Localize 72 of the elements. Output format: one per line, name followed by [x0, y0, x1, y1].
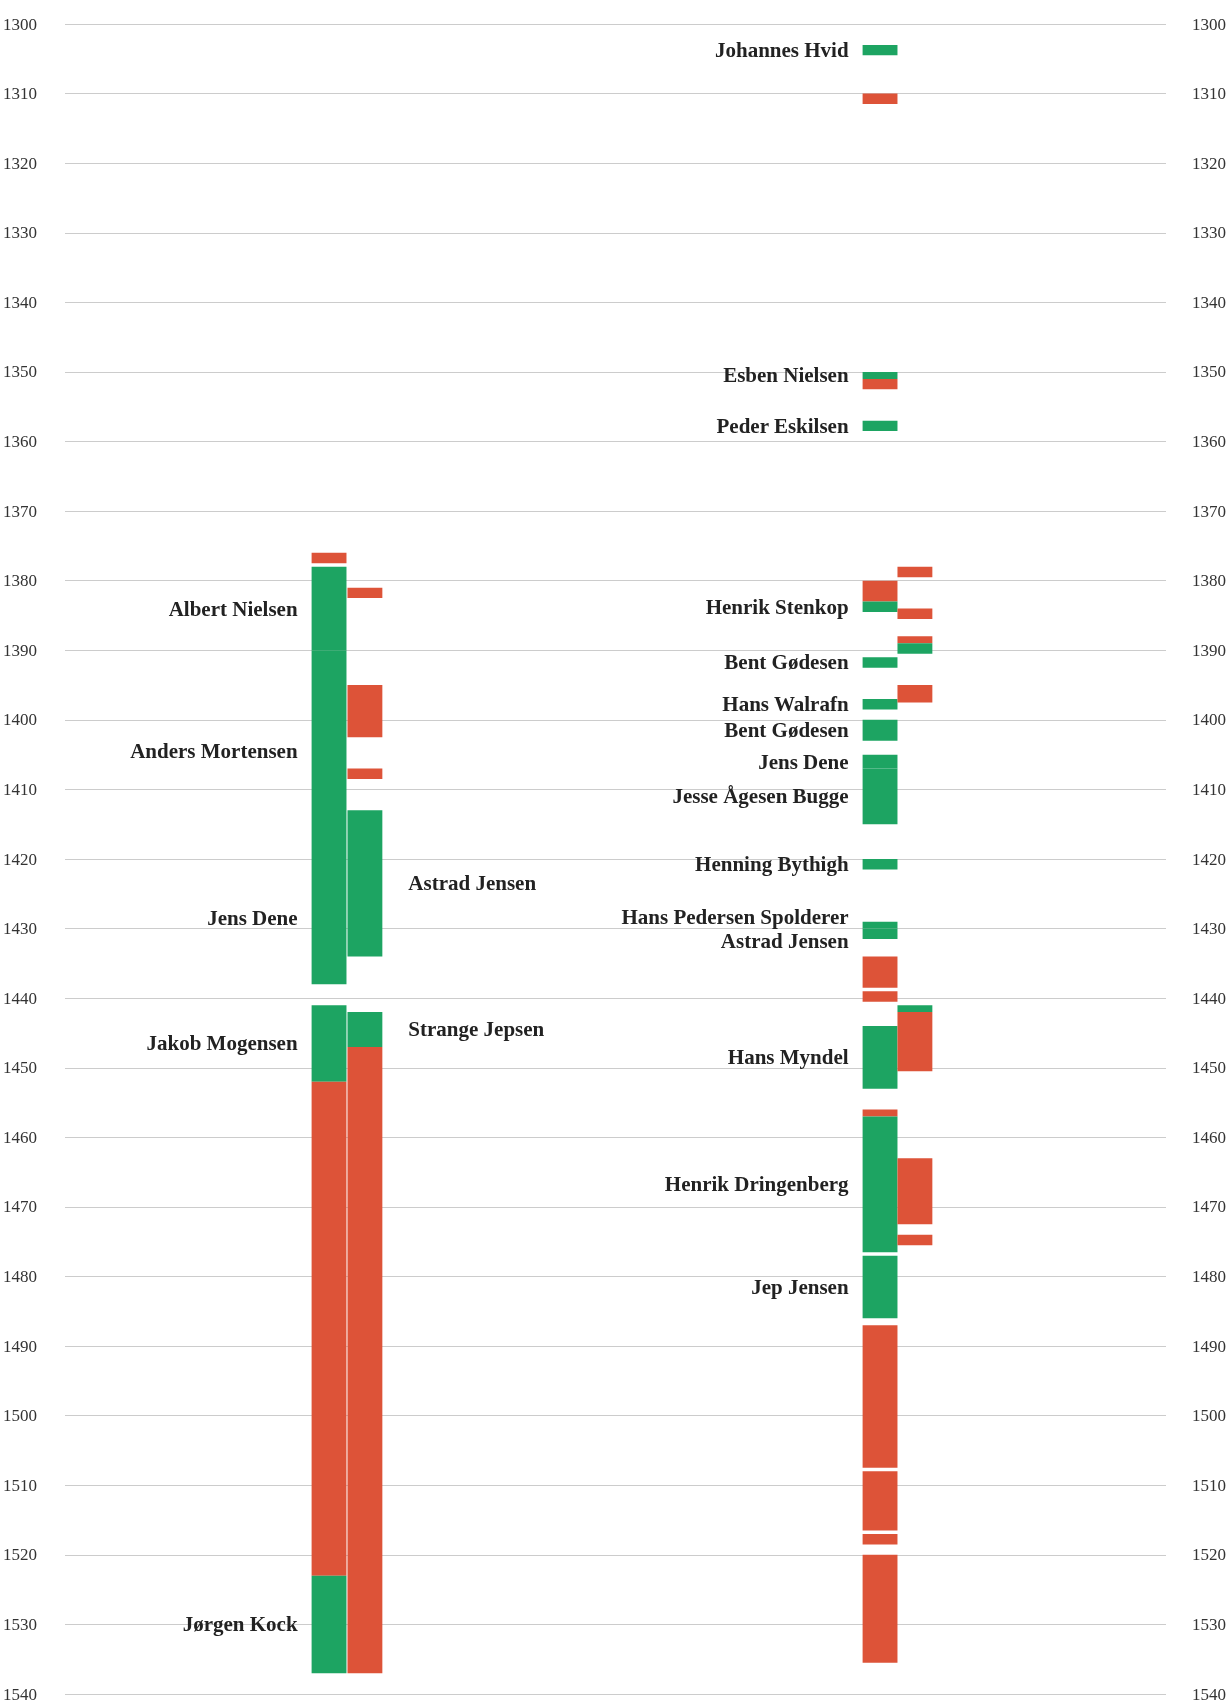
series-label: Albert Nielsen	[168, 596, 298, 621]
y2-tick-label: 1330	[1192, 223, 1226, 243]
y-tick-label: 1520	[3, 1545, 37, 1565]
y2-tick-label: 1490	[1192, 1336, 1226, 1356]
series-label: Hans Pedersen Spolderer	[621, 905, 849, 930]
y2-tick-label: 1310	[1192, 84, 1226, 104]
y-tick-label: 1480	[3, 1267, 37, 1286]
y-tick-label: 1450	[3, 1058, 37, 1078]
y-tick-label: 1540	[3, 1684, 37, 1704]
y2-tick-label: 1530	[1192, 1614, 1226, 1634]
series-label: Anders Mortensen	[130, 739, 298, 764]
y-tick-label: 1320	[3, 153, 37, 173]
y2-tick-label: 1470	[1192, 1197, 1226, 1217]
series-label: Strange Jepsen	[408, 1017, 545, 1042]
y-tick-label: 1400	[3, 710, 37, 730]
series-label: Jesse Ågesen Bugge	[672, 784, 849, 809]
y-tick-label: 1490	[3, 1336, 37, 1356]
y2-tick-label: 1340	[1192, 292, 1226, 312]
y2-tick-label: 1450	[1192, 1058, 1226, 1078]
y-tick-label: 1410	[3, 779, 37, 799]
y-tick-label: 1370	[3, 501, 37, 521]
series-label: Jens Dene	[207, 906, 298, 931]
y2-tick-label: 1510	[1192, 1475, 1226, 1495]
series-label: Johannes Hvid	[714, 38, 849, 63]
y2-tick-label: 1540	[1192, 1684, 1226, 1704]
series-label: Jep Jensen	[751, 1274, 849, 1299]
y2-tick-label: 1320	[1192, 153, 1226, 173]
series-label: Bent Gødesen	[724, 718, 849, 743]
series-label: Henning Bythigh	[695, 852, 849, 877]
y-tick-label: 1340	[3, 292, 37, 312]
series-label: Esben Nielsen	[723, 363, 849, 388]
series-label: Astrad Jensen	[720, 929, 849, 954]
y2-tick-label: 1520	[1192, 1545, 1226, 1565]
y2-tick-label: 1500	[1192, 1406, 1226, 1426]
y2-tick-label: 1360	[1192, 432, 1226, 451]
series-label: Jens Dene	[758, 749, 849, 774]
y-tick-label: 1460	[3, 1127, 37, 1147]
y2-tick-label: 1410	[1192, 779, 1226, 799]
y-tick-label: 1430	[3, 919, 37, 939]
series-label: Jakob Mogensen	[146, 1031, 298, 1056]
y-tick-label: 1440	[3, 988, 37, 1008]
y-tick-label: 1300	[3, 14, 37, 34]
y2-tick-label: 1420	[1192, 849, 1226, 869]
series-label: Hans Walrafn	[722, 692, 849, 717]
y2-tick-label: 1390	[1192, 640, 1226, 660]
series-label: Peder Eskilsen	[716, 413, 849, 438]
y-tick-label: 1380	[3, 571, 37, 591]
y-tick-label: 1530	[3, 1614, 37, 1634]
y2-tick-label: 1430	[1192, 919, 1226, 939]
y2-tick-label: 1350	[1192, 362, 1226, 382]
y-tick-label: 1360	[3, 432, 37, 451]
series-label: Bent Gødesen	[724, 650, 849, 675]
y-tick-label: 1420	[3, 849, 37, 869]
y-tick-label: 1500	[3, 1406, 37, 1426]
series-label: Jørgen Kock	[182, 1612, 298, 1637]
series-label: Hans Myndel	[727, 1045, 849, 1070]
y-tick-label: 1310	[3, 84, 37, 104]
y2-tick-label: 1300	[1192, 14, 1226, 34]
y-tick-label: 1350	[3, 362, 37, 382]
y-tick-label: 1390	[3, 640, 37, 660]
y2-tick-label: 1370	[1192, 501, 1226, 521]
y2-tick-label: 1440	[1192, 988, 1226, 1008]
y2-tick-label: 1460	[1192, 1127, 1226, 1147]
series-label: Henrik Dringenberg	[664, 1172, 850, 1197]
y2-tick-label: 1380	[1192, 571, 1226, 591]
y-tick-label: 1470	[3, 1197, 37, 1217]
series-label: Henrik Stenkop	[705, 594, 849, 619]
y-tick-label: 1510	[3, 1475, 37, 1495]
y-tick-label: 1330	[3, 223, 37, 243]
y2-tick-label: 1480	[1192, 1267, 1226, 1286]
y2-tick-label: 1400	[1192, 710, 1226, 730]
series-label: Astrad Jensen	[408, 871, 537, 896]
